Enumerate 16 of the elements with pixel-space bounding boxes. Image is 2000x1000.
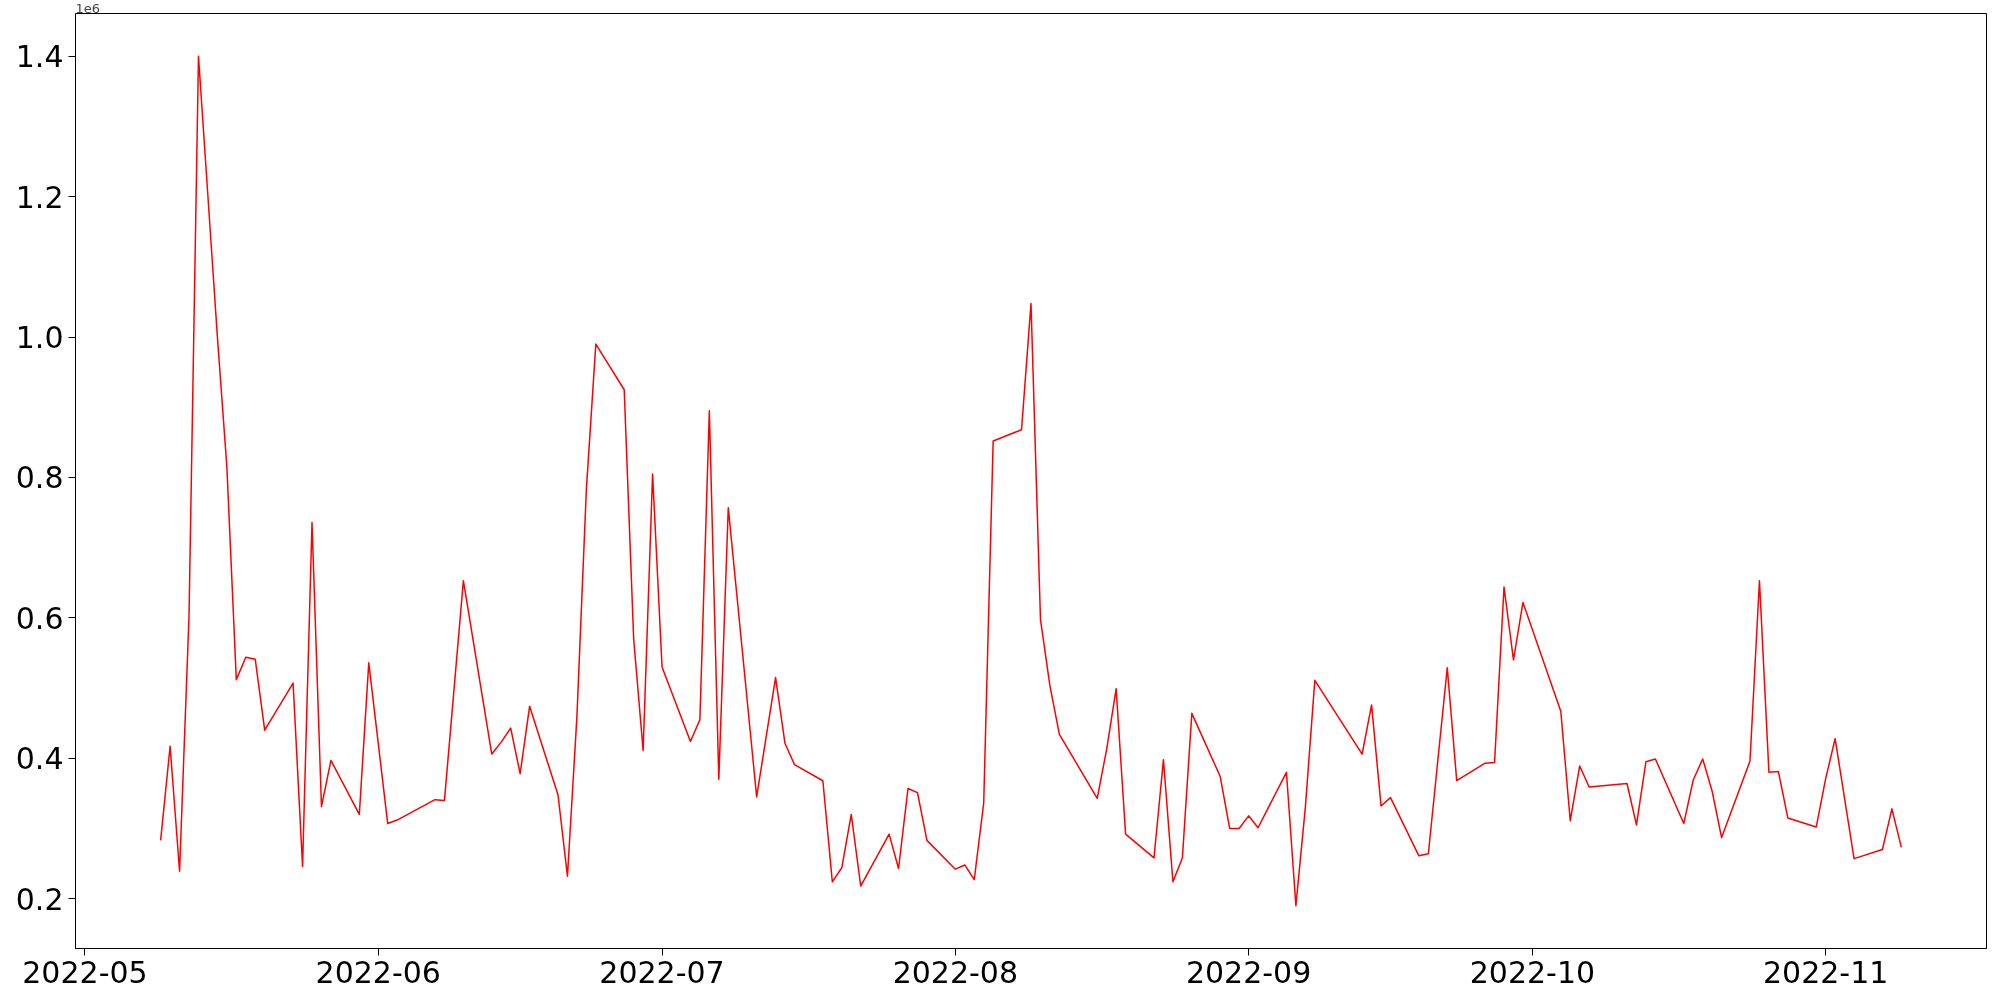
annotation: 1e6 <box>75 0 101 16</box>
y-tick-label: 0.4 <box>15 741 64 777</box>
y-tick-label: 1.0 <box>15 320 64 356</box>
y-tick-label: 1.4 <box>15 39 64 75</box>
x-tick-label: 2022-09 <box>1185 954 1312 990</box>
x-tick-label: 2022-08 <box>892 954 1018 990</box>
x-tick-label: 2022-06 <box>315 954 441 990</box>
x-tick-label: 2022-10 <box>1469 954 1596 990</box>
x-tick-label: 2022-05 <box>22 954 148 990</box>
y-tick-label: 1.2 <box>15 179 64 215</box>
x-tick-label: 2022-07 <box>599 954 725 990</box>
y-tick-label: 0.2 <box>15 881 64 917</box>
x-tick-label: 2022-11 <box>1763 954 1889 990</box>
y-tick-label: 0.6 <box>15 600 64 636</box>
line-series <box>159 55 1903 907</box>
y-tick-label: 0.8 <box>15 460 64 496</box>
